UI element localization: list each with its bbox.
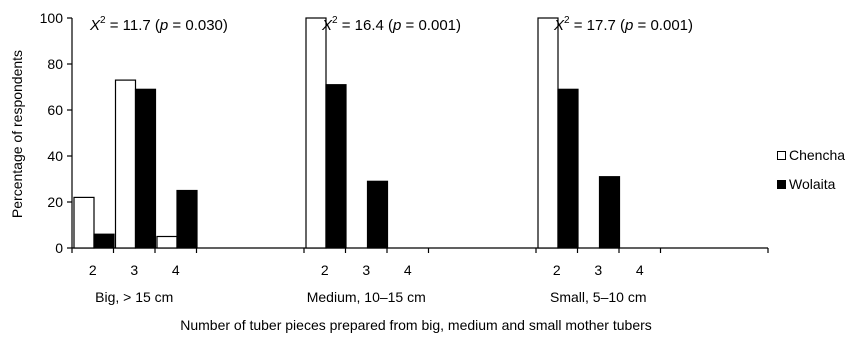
x-category-label: 3 <box>362 262 370 278</box>
legend-swatch-wolaita <box>777 179 786 189</box>
x-category-label: 2 <box>321 262 329 278</box>
plot-area: 0 20 40 60 80 100 2 3 4 Big, > 15 cm X2 = 11.7 (p … <box>40 10 769 305</box>
y-tick-label: 20 <box>47 194 63 210</box>
bar-chencha <box>537 17 559 249</box>
bar-wolaita <box>176 189 198 249</box>
x-category-label: 3 <box>594 262 602 278</box>
y-tick-label: 100 <box>40 10 64 26</box>
y-tick-label: 60 <box>47 102 63 118</box>
x-category-label: 4 <box>404 262 412 278</box>
legend-item-chencha: Chencha <box>777 146 853 164</box>
bar-wolaita <box>598 176 621 249</box>
legend-label-chencha: Chencha <box>789 147 846 163</box>
legend-swatch-chencha <box>777 150 786 160</box>
legend-item-wolaita: Wolaita <box>777 175 853 193</box>
x-category-label: 2 <box>89 262 97 278</box>
group-label: Small, 5–10 cm <box>550 289 646 305</box>
x-category-label: 4 <box>172 262 180 278</box>
x-axis-label: Number of tuber pieces prepared from big… <box>180 317 652 333</box>
group-label: Medium, 10–15 cm <box>307 289 426 305</box>
legend: Chencha Wolaita <box>777 146 853 204</box>
bar-wolaita <box>134 88 157 249</box>
bar-chencha <box>305 17 327 249</box>
y-axis-label: Percentage of respondents <box>9 50 25 218</box>
x-category-label: 4 <box>636 262 644 278</box>
x-category-label: 3 <box>130 262 138 278</box>
bar-chencha <box>156 235 178 249</box>
y-tick-label: 80 <box>47 56 63 72</box>
bar-wolaita <box>557 88 579 249</box>
chi-square-annotation: X2 = 16.4 (p = 0.001) <box>321 15 461 34</box>
y-tick-label: 0 <box>55 240 63 256</box>
bar-wolaita <box>366 180 389 249</box>
bar-wolaita <box>93 233 115 249</box>
bar-chencha <box>114 79 137 249</box>
chi-square-annotation: X2 = 17.7 (p = 0.001) <box>553 15 693 34</box>
bar-wolaita <box>325 84 347 249</box>
chi-square-annotation: X2 = 11.7 (p = 0.030) <box>89 15 228 34</box>
bar-chencha <box>73 196 95 249</box>
group-label: Big, > 15 cm <box>95 289 173 305</box>
legend-label-wolaita: Wolaita <box>789 176 836 192</box>
y-tick-label: 40 <box>47 148 63 164</box>
x-category-label: 2 <box>553 262 561 278</box>
